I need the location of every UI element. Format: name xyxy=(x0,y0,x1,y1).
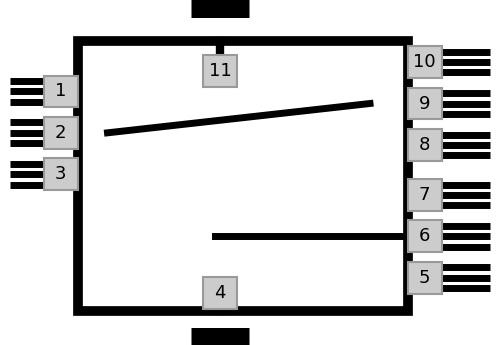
Bar xyxy=(408,179,442,211)
Text: 1: 1 xyxy=(55,82,66,100)
Text: 11: 11 xyxy=(208,62,232,80)
Text: 9: 9 xyxy=(419,95,430,112)
Bar xyxy=(408,88,442,119)
Text: 5: 5 xyxy=(419,269,430,287)
Bar xyxy=(203,55,237,87)
Bar xyxy=(408,262,442,294)
Bar xyxy=(44,76,78,107)
Bar xyxy=(408,46,442,78)
Bar xyxy=(44,117,78,149)
Text: 7: 7 xyxy=(419,186,430,204)
Bar xyxy=(203,277,237,309)
Text: 3: 3 xyxy=(55,165,66,183)
Text: 2: 2 xyxy=(55,124,66,142)
Text: 10: 10 xyxy=(413,53,436,71)
Bar xyxy=(44,158,78,190)
Text: 4: 4 xyxy=(214,284,226,302)
Bar xyxy=(78,41,407,310)
Bar xyxy=(408,129,442,161)
Bar xyxy=(408,220,442,252)
Text: 6: 6 xyxy=(419,227,430,245)
Text: 8: 8 xyxy=(419,136,430,154)
